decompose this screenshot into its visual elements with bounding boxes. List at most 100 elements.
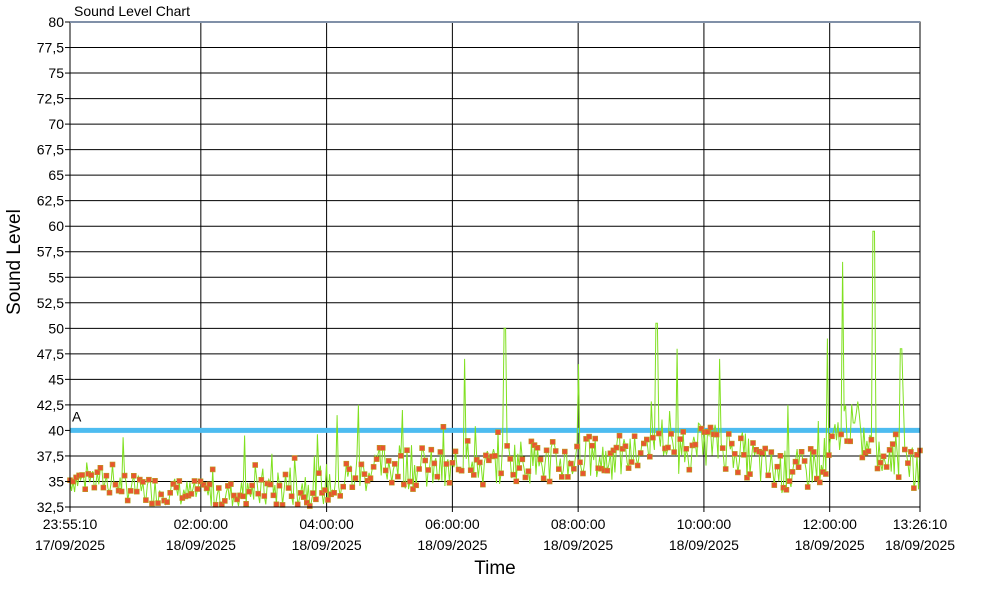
sound-level-marker: [97, 464, 104, 471]
x-tick-date-label: 18/09/2025: [669, 537, 739, 553]
sound-level-marker: [252, 462, 258, 468]
sound-level-marker: [140, 479, 146, 485]
sound-level-marker: [188, 491, 195, 497]
sound-level-marker: [243, 500, 249, 507]
sound-level-marker: [750, 440, 756, 446]
sound-level-marker: [725, 431, 732, 437]
sound-level-marker: [109, 461, 116, 468]
y-tick-label: 37,5: [37, 448, 64, 464]
sound-level-marker: [127, 488, 134, 494]
sound-level-marker: [783, 486, 790, 493]
x-tick-date-label: 18/09/2025: [885, 537, 955, 553]
sound-level-marker: [300, 494, 307, 500]
sound-level-marker: [643, 436, 650, 443]
sound-level-marker: [118, 488, 125, 495]
sound-level-marker: [413, 482, 419, 489]
sound-level-marker: [249, 482, 255, 489]
sound-level-marker: [889, 441, 896, 447]
sound-level-marker: [103, 472, 110, 479]
sound-level-marker: [513, 478, 520, 485]
sound-level-marker: [382, 467, 389, 474]
x-axis-title: Time: [474, 558, 516, 579]
sound-level-marker: [428, 446, 435, 453]
sound-level-marker: [313, 496, 319, 503]
sound-level-marker: [786, 478, 793, 484]
sound-level-marker: [270, 492, 277, 499]
sound-level-marker: [801, 458, 808, 464]
sound-level-marker: [100, 484, 107, 491]
sound-level-marker: [847, 438, 854, 445]
sound-level-marker: [692, 441, 699, 448]
sound-level-marker: [452, 448, 459, 455]
sound-level-marker: [765, 472, 772, 479]
sound-level-marker: [735, 469, 741, 476]
sound-level-marker: [668, 431, 674, 437]
y-tick-label: 57,5: [37, 244, 64, 260]
sound-level-marker: [404, 447, 410, 454]
sound-level-marker: [203, 485, 210, 492]
sound-level-marker: [434, 473, 441, 480]
sound-level-marker: [677, 436, 684, 442]
sound-level-marker: [467, 467, 474, 474]
y-tick-label: 42,5: [37, 397, 64, 413]
sound-level-marker: [346, 466, 353, 473]
sound-level-marker: [316, 470, 322, 476]
sound-level-marker: [370, 464, 377, 470]
sound-level-marker: [519, 456, 526, 463]
sound-level-marker: [686, 466, 693, 473]
sound-level-marker: [865, 448, 872, 455]
y-tick-label: 60: [48, 218, 64, 234]
sound-level-marker: [622, 443, 629, 450]
sound-level-marker: [498, 470, 504, 477]
x-tick-time-label: 13:26:10: [893, 516, 948, 532]
sound-level-marker: [540, 475, 547, 482]
sound-level-marker: [504, 443, 510, 449]
sound-level-marker: [288, 493, 295, 500]
x-tick-date-label: 17/09/2025: [35, 537, 105, 553]
sound-level-marker: [483, 452, 489, 459]
sound-level-marker: [546, 478, 553, 485]
sound-level-marker: [449, 459, 456, 466]
sound-level-marker: [476, 459, 483, 466]
sound-level-marker: [124, 497, 131, 504]
sound-level-marker: [82, 486, 88, 493]
sound-level-marker: [94, 469, 101, 476]
plot-frame: [69, 21, 921, 508]
sound-level-marker: [795, 464, 802, 471]
sound-level-marker: [671, 449, 677, 455]
marker-layer: [67, 423, 923, 509]
sound-level-marker: [777, 452, 784, 459]
sound-level-marker: [276, 482, 283, 489]
y-tick-label: 67,5: [37, 142, 64, 158]
sound-level-marker: [704, 429, 711, 435]
sound-level-marker: [176, 478, 183, 484]
sound-level-marker: [197, 478, 204, 485]
sound-level-marker: [106, 489, 113, 496]
sound-level-marker: [522, 474, 529, 481]
sound-level-marker: [261, 493, 268, 499]
sound-level-marker: [373, 456, 380, 462]
sound-level-marker: [543, 447, 550, 454]
sound-level-marker: [431, 460, 438, 467]
sound-level-marker: [577, 459, 583, 466]
sound-level-marker: [149, 500, 155, 507]
sound-level-marker: [267, 481, 274, 488]
sound-level-marker: [398, 452, 404, 459]
sound-level-marker: [391, 461, 398, 467]
x-tick-date-label: 18/09/2025: [292, 537, 362, 553]
sound-level-marker: [747, 471, 753, 477]
sound-level-marker: [440, 423, 447, 430]
sound-level-marker: [425, 467, 432, 473]
sound-level-marker: [665, 444, 671, 451]
sound-level-marker: [731, 451, 738, 457]
x-tick-time-label: 23:55:10: [43, 516, 98, 532]
sound-level-marker: [112, 481, 119, 488]
sound-level-marker: [810, 449, 817, 455]
sound-level-marker: [528, 438, 535, 445]
sound-level-marker: [385, 458, 392, 464]
sound-level-marker: [613, 444, 620, 451]
sound-level-marker: [343, 460, 350, 467]
y-axis-title: Sound Level: [4, 209, 25, 315]
sound-level-marker: [91, 484, 98, 491]
sound-level-marker: [789, 469, 796, 475]
